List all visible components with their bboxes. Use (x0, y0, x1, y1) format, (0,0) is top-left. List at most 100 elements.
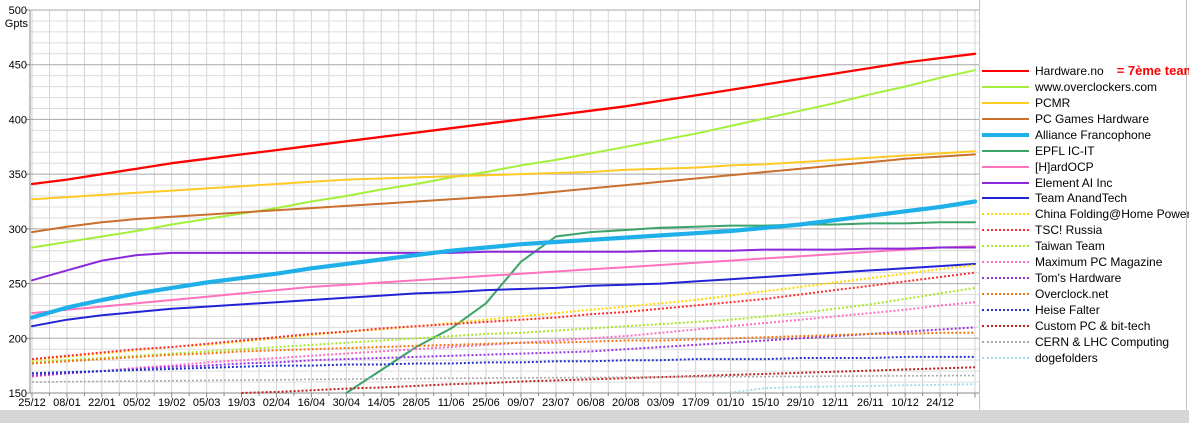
legend-label: Team AnandTech (1035, 191, 1128, 206)
legend-item: [H]ardOCP (982, 159, 1189, 175)
x-tick-label: 14/05 (367, 397, 395, 409)
y-axis-unit: Gpts (5, 18, 29, 30)
chart-legend: Hardware.no = 7ème team www.overclockers.c… (982, 63, 1189, 366)
x-tick-label: 16/04 (298, 397, 326, 409)
legend-item: Custom PC & bit-tech (982, 318, 1189, 334)
x-tick-label: 17/09 (682, 397, 710, 409)
minor-gridlines (30, 20, 980, 383)
legend-label: dogefolders (1035, 350, 1098, 365)
legend-item: Heise Falter (982, 302, 1189, 318)
y-tick-label: 250 (9, 279, 27, 291)
x-tick-label: 19/03 (228, 397, 256, 409)
x-tick-label: 11/06 (438, 397, 465, 409)
legend-label: TSC! Russia (1035, 223, 1103, 238)
legend-item: www.overclockers.com (982, 79, 1189, 95)
legend-swatch-dotted (982, 309, 1029, 312)
legend-item: PC Games Hardware (982, 111, 1189, 127)
x-tick-label: 01/10 (717, 397, 745, 409)
series-line-maximum-pc-magazine (31, 301, 976, 378)
series-line--h-ardocp (31, 245, 976, 315)
tick-marks (26, 9, 976, 398)
legend-item: Team AnandTech (982, 191, 1189, 207)
legend-swatch-dotted (982, 261, 1029, 264)
legend-label: Custom PC & bit-tech (1035, 318, 1151, 333)
legend-label: www.overclockers.com (1035, 79, 1158, 94)
series-line-hardware-no (30, 52, 977, 186)
x-tick-label: 12/11 (822, 397, 849, 409)
axis-labels: 500 450 400 350 300 250 200 150 Gpts 25/12 08/01 22… (5, 5, 954, 409)
series-line-www-overclockers-com (31, 69, 976, 249)
series-line-tsc-russia (31, 271, 976, 361)
legend-swatch-solid (982, 132, 1029, 137)
x-tick-label: 26/11 (857, 397, 884, 409)
x-tick-label: 24/12 (926, 397, 954, 409)
major-gridlines (30, 9, 980, 394)
legend-item: EPFL IC-IT (982, 143, 1189, 159)
series-line-cern-lhc-computing (31, 374, 976, 383)
series-line-team-anandtech (31, 262, 976, 328)
axes (29, 0, 1187, 410)
legend-label: Element AI Inc (1035, 175, 1113, 190)
legend-swatch-solid (982, 149, 1029, 152)
series-line-overclock-net (31, 331, 975, 365)
legend-swatch-dotted (982, 324, 1029, 327)
legend-label: PC Games Hardware (1035, 111, 1150, 126)
x-tick-label: 29/10 (787, 397, 815, 409)
legend-swatch-solid (982, 69, 1029, 72)
x-tick-label: 22/01 (88, 397, 116, 409)
legend-swatch-solid (982, 85, 1029, 88)
legend-label: Heise Falter (1035, 303, 1100, 318)
legend-swatch-solid (982, 101, 1029, 104)
legend-swatch-dotted (982, 293, 1029, 296)
series-line-pcmr (31, 150, 976, 201)
legend-label: [H]ardOCP (1035, 159, 1094, 174)
x-tick-label: 02/04 (263, 397, 291, 409)
x-tick-label: 28/05 (402, 397, 430, 409)
y-tick-label: 350 (9, 169, 27, 181)
series-line-pc-games-hardware (31, 153, 976, 234)
legend-item: CERN & LHC Computing (982, 334, 1189, 350)
series-lines (29, 52, 978, 394)
legend-item: Element AI Inc (982, 175, 1189, 191)
legend-swatch-dotted (982, 245, 1029, 248)
legend-item: PCMR (982, 95, 1189, 111)
series-line-epfl-ic-it (345, 221, 976, 394)
y-tick-label: 300 (9, 224, 27, 236)
y-tick-label: 200 (9, 333, 27, 345)
legend-swatch-solid (982, 197, 1029, 200)
x-tick-label: 05/03 (193, 397, 221, 409)
x-tick-label: 08/01 (53, 397, 81, 409)
legend-item: TSC! Russia (982, 222, 1189, 238)
legend-item: Maximum PC Magazine (982, 254, 1189, 270)
x-tick-label: 09/07 (507, 397, 535, 409)
legend-label: Taiwan Team (1035, 239, 1105, 254)
x-tick-label: 30/04 (333, 397, 361, 409)
legend-label: Alliance Francophone (1035, 127, 1152, 142)
x-tick-label: 20/08 (612, 397, 640, 409)
x-tick-label: 25/06 (472, 397, 500, 409)
legend-label: PCMR (1035, 95, 1071, 110)
x-tick-label: 06/08 (577, 397, 605, 409)
legend-swatch-dotted (982, 356, 1029, 359)
y-tick-label: 400 (9, 114, 27, 126)
legend-swatch-solid (982, 117, 1029, 120)
legend-swatch-dotted (982, 340, 1029, 343)
series-line-element-ai-inc (31, 246, 976, 282)
legend-item: China Folding@Home Power (982, 206, 1189, 222)
legend-item: Alliance Francophone (982, 127, 1189, 143)
legend-label: EPFL IC-IT (1035, 143, 1095, 158)
x-tick-label: 19/02 (158, 397, 186, 409)
x-tick-label: 03/09 (647, 397, 675, 409)
legend-swatch-solid (982, 165, 1029, 168)
legend-item: Tom's Hardware (982, 270, 1189, 286)
annotation-7th-team: = 7ème team (1116, 63, 1189, 79)
series-line-alliance-francophone (29, 199, 978, 320)
x-tick-label: 23/07 (542, 397, 570, 409)
legend-label: Maximum PC Magazine (1035, 255, 1163, 270)
y-tick-label: 150 (9, 388, 27, 400)
legend-item: Hardware.no = 7ème team (982, 63, 1189, 79)
legend-swatch-dotted (982, 213, 1029, 216)
series-line-dogefolders (730, 383, 976, 394)
